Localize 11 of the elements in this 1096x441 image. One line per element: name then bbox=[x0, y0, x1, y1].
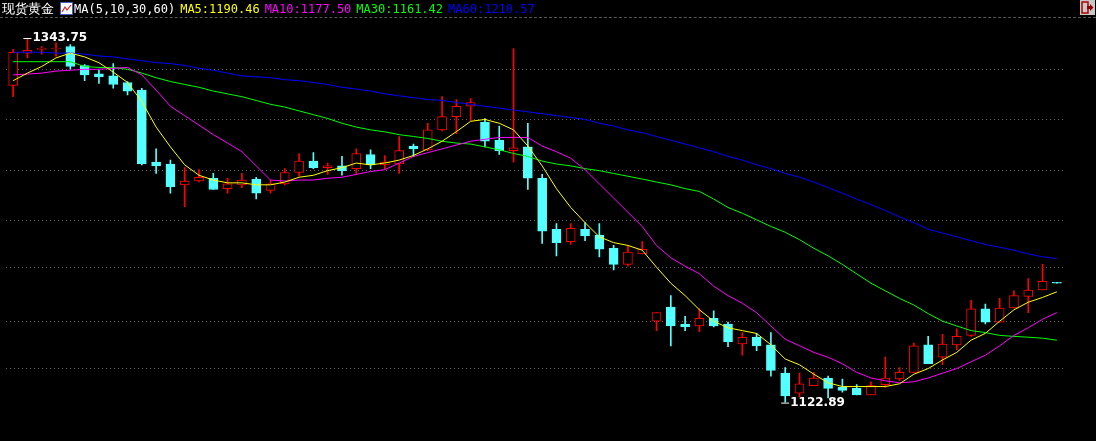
chart-title: 现货黄金 bbox=[2, 0, 54, 18]
text: MA5:1190.46 bbox=[180, 1, 260, 16]
candlestick bbox=[322, 162, 333, 175]
text: MA30:1161.42 bbox=[356, 1, 444, 16]
candlestick bbox=[51, 42, 61, 57]
text: MA60:1210.57 bbox=[448, 1, 535, 16]
annotation: 1343.75 bbox=[32, 30, 88, 45]
annotation: 1122.89 bbox=[790, 394, 845, 409]
text: MA10:1177.50 bbox=[264, 1, 352, 16]
candlestick bbox=[1023, 278, 1034, 313]
legend-title: MA(5,10,30,60) bbox=[74, 1, 176, 16]
